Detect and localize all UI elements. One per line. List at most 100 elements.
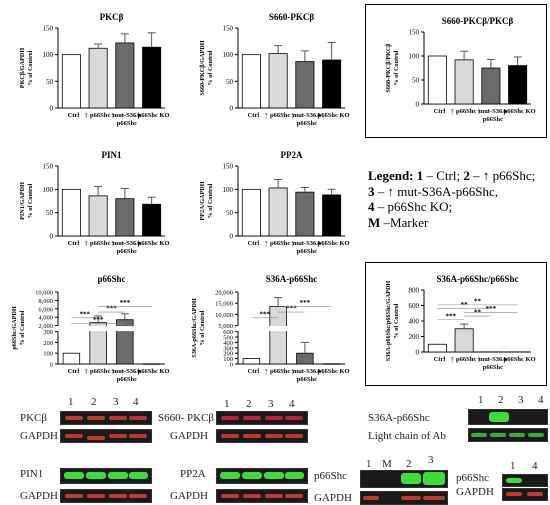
legend-n4: 4 [368, 199, 375, 214]
lane-label: 1 [224, 398, 230, 410]
bar [241, 54, 261, 109]
y-tick-label: 50 [412, 77, 420, 85]
y-axis-label: % of Control [27, 183, 34, 218]
tick-label: p66Shc [483, 364, 503, 371]
lane-label: 1 [478, 394, 484, 406]
y-tick-label: 0 [416, 349, 420, 357]
blot-strip [468, 428, 548, 442]
y-axis-label: % of Control [27, 50, 34, 85]
significance-label: *** [93, 316, 104, 324]
bar [89, 322, 107, 365]
chart-pkcb-svg: PKCβ PKCβ/GAPDH% of Control 0 50 100 150 Ctrl ↑… [19, 12, 170, 127]
tick-label: Ctrl [68, 368, 80, 375]
y-tick-label: 50 [226, 78, 234, 86]
lane-label: 3 [518, 394, 524, 406]
tick-label: p66Shc [270, 112, 290, 119]
bar [427, 343, 447, 353]
lane-label: 4 [538, 394, 544, 406]
y-tick-label: 50 [46, 209, 54, 217]
blot-label: GAPDH [170, 430, 208, 442]
y-tick-label: 300 [223, 345, 233, 352]
chart-p66: p66Shc p66Shc/GAPDH% of Control 0 100 200 300… [0, 268, 180, 396]
blot-strip [502, 474, 548, 487]
bar [295, 61, 315, 109]
tick-label: Ctrl [68, 240, 80, 247]
blot-strip [216, 489, 308, 503]
blot-p66ko: 1 4 p66Shc GAPDH [456, 460, 550, 505]
y-tick-label: 150 [409, 29, 420, 37]
y-tick-label: 100 [43, 351, 53, 358]
y-tick-label: 200 [223, 351, 233, 358]
tick-label: mut-S36A [293, 112, 321, 119]
blot-label: PP2A [180, 468, 206, 480]
up-arrow-icon: ↑ [477, 106, 482, 116]
chart-title: S660-PKCβ [269, 12, 315, 22]
y-tick-label: 800 [409, 287, 420, 295]
bar [269, 306, 287, 365]
tick-label: mut-S36A [113, 368, 141, 375]
up-arrow-icon: ↑ [291, 366, 296, 376]
legend-n3: 3 [368, 183, 375, 199]
y-tick-label: 100 [43, 51, 54, 59]
bar [142, 363, 161, 365]
significance-label: *** [106, 305, 117, 313]
up-arrow-icon: ↑ [291, 110, 296, 120]
significance-label: *** [300, 299, 311, 307]
tick-label: mut-S36A [293, 240, 321, 247]
y-tick-label: 20,000 [215, 290, 233, 297]
y-axis-label: S36A-p66Shc/GAPDH [191, 298, 198, 358]
chart-pin1-svg: PIN1 PIN1/GAPDH% of Control 0 50 100 150 Ctrl ↑… [19, 150, 170, 255]
bar [296, 352, 314, 365]
up-arrow-icon: ↑ [84, 110, 89, 120]
axis-break [54, 326, 167, 332]
bar [427, 55, 447, 105]
blot-strip [216, 429, 308, 443]
blot-strip [216, 411, 308, 425]
lane-label: 4 [532, 460, 538, 472]
chart-s660: S660-PKCβ S660-PKCβ/GAPDH% of Control 0 50 1… [180, 0, 360, 140]
tick-label: p66Shc [270, 240, 290, 247]
y-axis-label: % of Control [393, 303, 400, 338]
blot-label: PIN1 [20, 468, 44, 480]
y-axis-label: PP2A/GAPDH [199, 181, 206, 220]
y-tick-label: 150 [223, 163, 234, 171]
chart-pkcb: PKCβ PKCβ/GAPDH% of Control 0 50 100 150 Ctrl ↑… [0, 0, 180, 140]
tick-label: p66Shc [456, 108, 476, 115]
up-arrow-icon: ↑ [450, 354, 455, 364]
legend-nm: M [368, 214, 381, 230]
bar [481, 67, 501, 105]
tick-label: p66Shc [117, 248, 137, 255]
chart-s660-svg: S660-PKCβ S660-PKCβ/GAPDH% of Control 0 50 1… [199, 12, 350, 127]
blot-s36a: 1 2 3 4 S36A-p66Shc Light chain of Ab [348, 390, 548, 446]
y-tick-label: 0 [50, 233, 54, 241]
blot-strip [60, 489, 152, 503]
y-axis-label: PKCβ/GAPDH [19, 48, 26, 89]
lane-label: 3 [268, 398, 274, 410]
y-tick-label: 8,000 [38, 298, 53, 305]
y-tick-label: 400 [409, 318, 420, 326]
significance-label: *** [260, 310, 271, 318]
y-tick-label: 10,000 [35, 290, 53, 297]
y-axis-label: S660-PKCβ/PKCβ [385, 43, 392, 93]
tick-label: Ctrl [68, 112, 80, 119]
blot-strip [60, 429, 152, 443]
up-arrow-icon: ↑ [450, 106, 455, 116]
y-tick-label: 150 [43, 163, 54, 171]
bar [242, 358, 261, 365]
y-tick-label: 0 [50, 362, 53, 369]
chart-s36a-ratio-svg: S36A-p66Shc/p66Shc S36A-p66Shc/p66Shc/GAP… [385, 274, 536, 371]
chart-title: PKCβ [100, 12, 124, 22]
bar [454, 59, 474, 105]
lane-label: 4 [133, 396, 139, 408]
tick-label: p66Shc [270, 368, 290, 375]
bar [115, 198, 135, 237]
legend-tm: –Marker [380, 214, 429, 230]
y-tick-label: 0 [230, 233, 234, 241]
tick-label: mut-S36A [479, 108, 507, 115]
y-tick-label: 150 [223, 25, 234, 33]
y-tick-label: 600 [223, 329, 233, 336]
legend-title: Legend: [368, 168, 417, 183]
lane-label: 3 [113, 396, 119, 408]
chart-p66-svg: p66Shc p66Shc/GAPDH% of Control 0 100 200 300… [11, 274, 170, 383]
y-tick-label: 0 [50, 105, 54, 113]
